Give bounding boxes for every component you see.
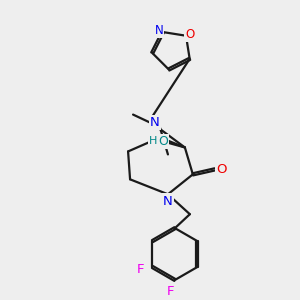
Text: O: O: [217, 163, 227, 176]
Text: N: N: [163, 195, 173, 208]
Text: N: N: [150, 116, 160, 129]
Text: O: O: [185, 28, 195, 41]
Text: H: H: [149, 136, 157, 146]
Text: F: F: [137, 262, 144, 275]
Text: N: N: [154, 24, 163, 37]
Text: F: F: [167, 285, 175, 298]
Text: O: O: [158, 135, 168, 148]
